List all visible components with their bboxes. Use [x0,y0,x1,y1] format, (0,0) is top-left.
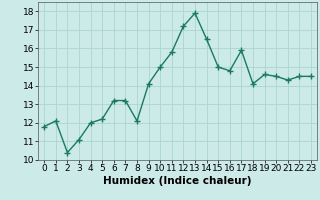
X-axis label: Humidex (Indice chaleur): Humidex (Indice chaleur) [103,176,252,186]
